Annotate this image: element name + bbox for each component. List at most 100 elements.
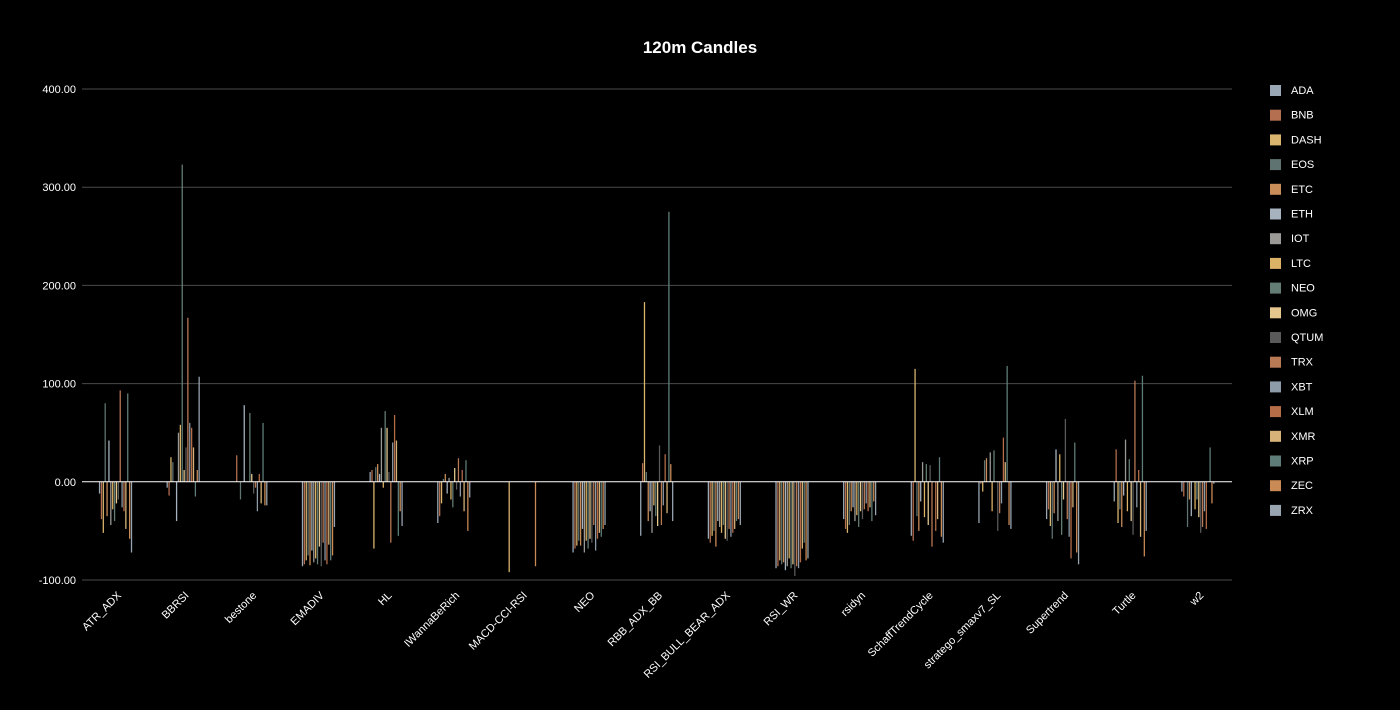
bar-bnb-rsi-wr	[777, 481, 779, 567]
bar-etc-supertrend	[1053, 481, 1055, 514]
bar-omg-rbb-adx-bb	[657, 481, 659, 526]
bar-xlm-w2	[1205, 481, 1207, 529]
bar-iot-neo	[583, 481, 585, 553]
legend-swatch-xlm	[1270, 406, 1281, 418]
bar-ltc-schafftrendcycle	[923, 481, 926, 518]
bar-eos-neo	[578, 481, 580, 541]
bar-trx-emadiv	[322, 481, 324, 543]
bar-iot-hl	[380, 427, 383, 482]
bar-ltc-stratego-smaxv7-sl	[991, 481, 993, 512]
bar-ada-bbrsi	[166, 481, 168, 488]
bar-eos-w2	[1186, 481, 1189, 527]
bar-omg-rsidyn	[859, 481, 862, 512]
bar-eth-atr-adx	[108, 440, 110, 482]
bar-zrx-stratego-smaxv7-sl	[1010, 481, 1012, 529]
bar-layer	[98, 164, 1215, 577]
bar-zec-bestone	[264, 481, 266, 506]
bar-xbt-bestone	[256, 481, 259, 512]
bar-zec-bbrsi	[196, 470, 198, 482]
bar-ltc-turtle	[1126, 481, 1129, 512]
bar-zrx-bestone	[266, 481, 268, 506]
bar-xrp-rsidyn	[871, 481, 873, 522]
legend-label-omg: OMG	[1291, 307, 1317, 319]
legend-label-ltc: LTC	[1291, 258, 1311, 270]
bar-zrx-rsi-wr	[807, 481, 809, 559]
bar-zec-rsi-bull-bear-adx	[737, 481, 740, 520]
y-tick-label: -100.00	[39, 575, 76, 587]
bar-zec-neo	[602, 481, 604, 529]
bar-eth-emadiv	[311, 481, 313, 551]
bar-ada-rsi-bull-bear-adx	[707, 481, 710, 539]
bar-omg-neo	[589, 481, 591, 539]
bar-zec-rbb-adx-bb	[670, 464, 672, 482]
bar-bnb-emadiv	[303, 481, 306, 565]
bar-bnb-schafftrendcycle	[912, 481, 914, 541]
y-tick-label: 300.00	[42, 182, 76, 194]
bar-omg-bestone	[251, 473, 253, 482]
bar-xrp-schafftrendcycle	[938, 457, 941, 482]
legend-label-zec: ZEC	[1291, 480, 1313, 492]
legend-label-xmr: XMR	[1291, 431, 1316, 443]
bar-trx-turtle	[1134, 380, 1136, 482]
bar-ada-emadiv	[301, 481, 304, 567]
bar-etc-w2	[1188, 481, 1191, 500]
y-tick-label: 0.00	[55, 477, 76, 489]
bar-qtum-w2	[1200, 481, 1202, 533]
x-tick-label: w2	[1187, 590, 1206, 609]
bar-neo-emadiv	[316, 481, 319, 565]
bar-eth-turtle	[1123, 481, 1125, 496]
bar-iot-rsidyn	[854, 481, 856, 522]
bar-trx-atr-adx	[119, 390, 121, 482]
bar-eos-supertrend	[1051, 481, 1053, 539]
bar-ltc-supertrend	[1059, 454, 1061, 482]
bar-omg-turtle	[1130, 481, 1132, 522]
legend-swatch-omg	[1270, 307, 1281, 319]
bar-trx-rbb-adx-bb	[660, 481, 663, 526]
bar-ltc-hl	[382, 481, 384, 488]
bar-xlm-bestone	[258, 473, 260, 482]
legend-label-xrp: XRP	[1291, 456, 1314, 468]
bar-omg-rsi-wr	[792, 481, 794, 565]
bar-iot-atr-adx	[110, 481, 112, 526]
x-tick-label: HL	[376, 590, 394, 608]
bar-xrp-bbrsi	[194, 481, 197, 497]
bar-xlm-turtle	[1138, 470, 1140, 482]
bar-zec-stratego-smaxv7-sl	[1008, 481, 1010, 526]
legend-label-xlm: XLM	[1291, 406, 1314, 418]
bar-zec-turtle	[1143, 481, 1145, 557]
bar-trx-stratego-smaxv7-sl	[998, 481, 1001, 514]
bar-xmr-bestone	[260, 481, 262, 504]
bar-bnb-w2	[1183, 481, 1185, 497]
legend-swatch-ada	[1270, 85, 1281, 96]
bar-xmr-turtle	[1139, 481, 1142, 537]
bar-eos-iwannaberich	[442, 478, 445, 482]
bar-iot-turtle	[1124, 439, 1127, 482]
y-tick-label: 200.00	[42, 280, 76, 292]
bar-xbt-atr-adx	[121, 481, 123, 508]
bar-qtum-supertrend	[1064, 418, 1067, 482]
bar-ada-rbb-adx-bb	[640, 481, 642, 536]
bar-ltc-rsi-wr	[788, 481, 790, 559]
bar-qtum-atr-adx	[117, 481, 119, 500]
bar-iot-rbb-adx-bb	[651, 481, 653, 533]
bar-trx-bestone	[254, 481, 257, 488]
bar-ada-turtle	[1113, 481, 1115, 502]
bar-xrp-hl	[397, 481, 399, 536]
legend-label-eos: EOS	[1291, 159, 1314, 171]
bar-dash-emadiv	[305, 481, 307, 561]
legend-label-ada: ADA	[1291, 85, 1314, 97]
bar-xmr-rsidyn	[869, 481, 871, 508]
bar-xlm-supertrend	[1070, 481, 1072, 559]
bar-neo-rbb-adx-bb	[655, 481, 657, 517]
bar-neo-bbrsi	[181, 164, 183, 482]
bar-ltc-atr-adx	[112, 481, 114, 510]
bar-xrp-emadiv	[330, 481, 332, 561]
bar-qtum-hl	[388, 471, 390, 482]
bar-zec-supertrend	[1076, 481, 1078, 553]
legend-label-bnb: BNB	[1291, 110, 1314, 122]
bar-xbt-stratego-smaxv7-sl	[1000, 481, 1003, 504]
legend-label-zrx: ZRX	[1291, 505, 1314, 517]
bar-bnb-rsi-bull-bear-adx	[709, 481, 711, 543]
bar-eth-rsi-bull-bear-adx	[717, 481, 719, 522]
bar-zec-schafftrendcycle	[940, 481, 943, 537]
